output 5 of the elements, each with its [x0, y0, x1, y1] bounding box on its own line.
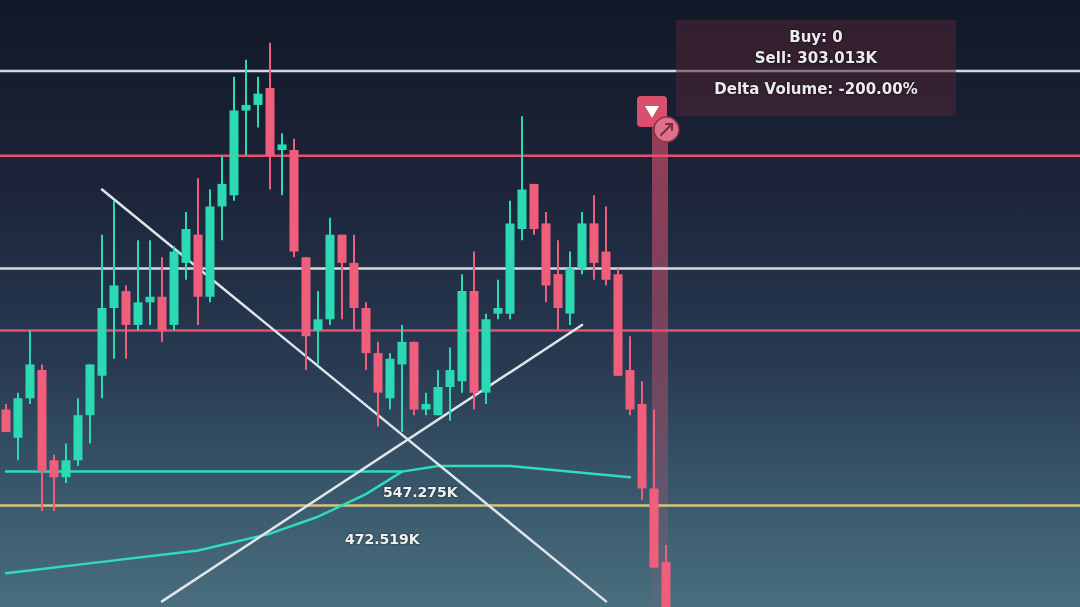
annotation: Sell: 303.013K: [753, 49, 879, 67]
annotation: 547.275K: [383, 483, 459, 500]
annotation: Delta Volume: -200.00%: [713, 80, 919, 98]
annotation: 472.519K: [345, 530, 421, 547]
annotation: Buy: 0: [788, 28, 844, 46]
